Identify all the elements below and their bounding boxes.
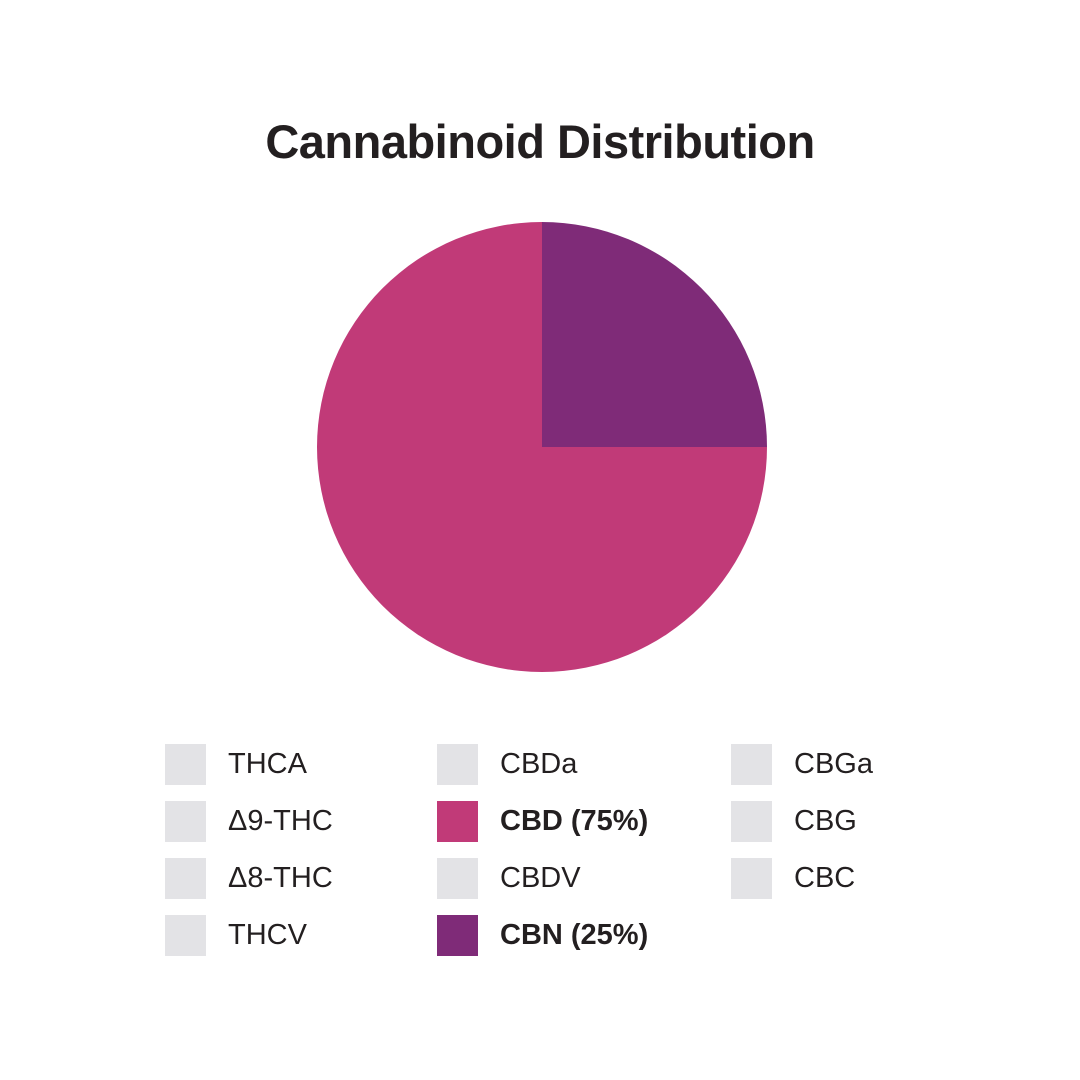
legend-swatch bbox=[437, 744, 478, 785]
legend-label: CBC bbox=[794, 862, 856, 894]
legend-label: THCV bbox=[228, 919, 307, 951]
legend-label: CBN (25%) bbox=[500, 919, 649, 951]
legend-label: CBD (75%) bbox=[500, 805, 649, 837]
legend-swatch bbox=[731, 801, 772, 842]
legend-swatch bbox=[731, 858, 772, 899]
chart-title: Cannabinoid Distribution bbox=[265, 115, 815, 168]
legend-label: THCA bbox=[228, 748, 307, 780]
legend-swatch bbox=[437, 858, 478, 899]
pie-slices bbox=[317, 222, 767, 672]
pie-slice-cbn bbox=[542, 222, 767, 447]
pie-chart bbox=[317, 222, 767, 672]
legend-label: Δ9-THC bbox=[228, 805, 333, 837]
legend-swatch bbox=[165, 858, 206, 899]
pie-slice-cbd bbox=[317, 222, 767, 672]
legend-label: CBGa bbox=[794, 748, 873, 780]
legend-swatch bbox=[165, 744, 206, 785]
legend-swatch bbox=[165, 801, 206, 842]
legend-label: Δ8-THC bbox=[228, 862, 333, 894]
legend-label: CBG bbox=[794, 805, 857, 837]
legend-swatch bbox=[437, 915, 478, 956]
legend-swatch bbox=[437, 801, 478, 842]
legend-swatch bbox=[165, 915, 206, 956]
legend-swatch bbox=[731, 744, 772, 785]
legend-label: CBDa bbox=[500, 748, 578, 780]
legend-label: CBDV bbox=[500, 862, 581, 894]
